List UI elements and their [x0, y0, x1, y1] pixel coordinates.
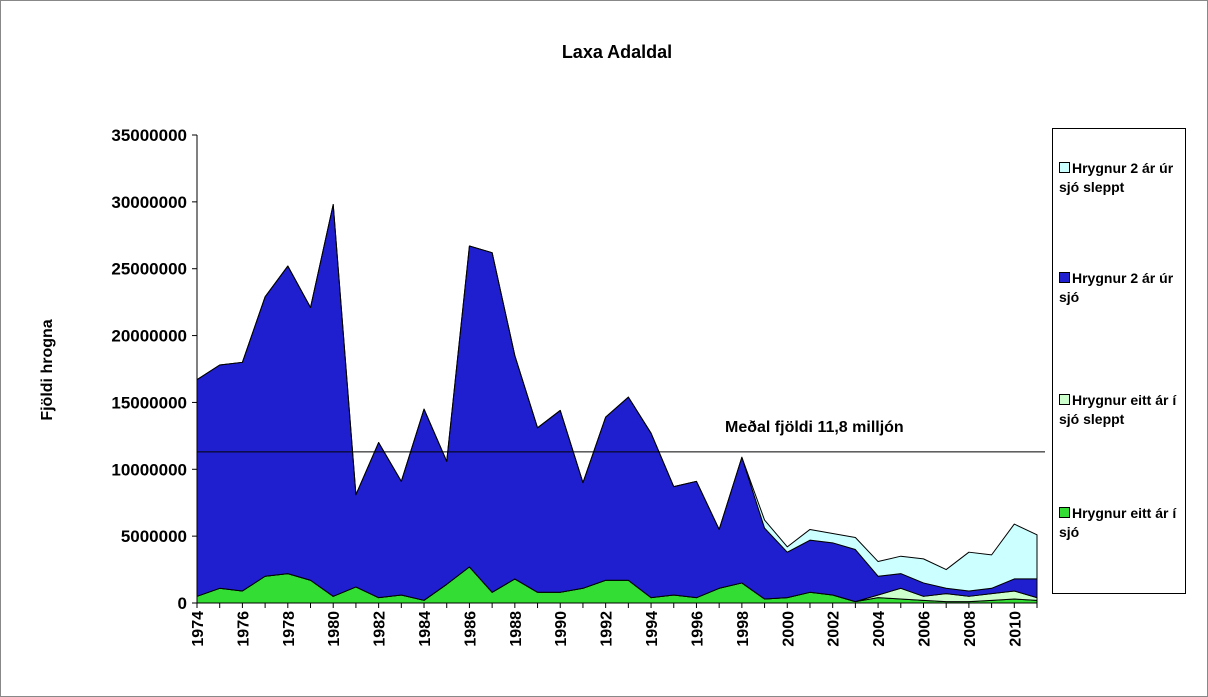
x-tick-label: 2006 [916, 611, 933, 647]
legend-label: Hrygnur eitt ár í sjó sleppt [1059, 392, 1177, 427]
y-tick-label: 0 [178, 594, 187, 613]
legend-item: Hrygnur eitt ár í sjó [1059, 504, 1183, 542]
legend-item: Hrygnur 2 ár úr sjó sleppt [1059, 159, 1183, 197]
x-tick-label: 2008 [962, 611, 979, 647]
y-tick-label: 15000000 [111, 393, 187, 412]
legend-item: Hrygnur eitt ár í sjó sleppt [1059, 391, 1183, 429]
x-tick-label: 1980 [326, 611, 343, 647]
chart-title: Laxa Adaldal [562, 42, 672, 62]
legend-swatch [1059, 394, 1070, 405]
x-tick-label: 1984 [417, 611, 434, 647]
annotation: Meðal fjöldi 11,8 milljón [725, 419, 904, 436]
x-tick-label: 1986 [462, 611, 479, 647]
x-tick-label: 1990 [553, 611, 570, 647]
legend: Hrygnur 2 ár úr sjó sleppt Hrygnur 2 ár ú… [1052, 128, 1186, 594]
x-tick-label: 1982 [372, 611, 389, 647]
y-tick-label: 20000000 [111, 327, 187, 346]
x-tick-label: 2000 [780, 611, 797, 647]
x-tick-label: 1998 [735, 611, 752, 647]
legend-item: Hrygnur 2 ár úr sjó [1059, 269, 1183, 307]
x-tick-label: 1976 [235, 611, 252, 647]
y-tick-label: 35000000 [111, 126, 187, 145]
y-tick-label: 30000000 [111, 193, 187, 212]
y-tick-label: 25000000 [111, 260, 187, 279]
x-tick-label: 1996 [689, 611, 706, 647]
y-tick-label: 5000000 [121, 527, 187, 546]
area [196, 204, 1038, 592]
x-tick-label: 1988 [508, 611, 525, 647]
x-tick-label: 1992 [599, 611, 616, 647]
legend-swatch [1059, 272, 1070, 283]
legend-swatch [1059, 162, 1070, 173]
legend-label: Hrygnur 2 ár úr sjó [1059, 270, 1174, 305]
legend-swatch [1059, 507, 1070, 518]
x-tick-label: 1978 [281, 611, 298, 647]
x-tick-label: 2010 [1007, 611, 1024, 647]
legend-label: Hrygnur 2 ár úr sjó sleppt [1059, 160, 1174, 195]
x-tick-label: 2004 [871, 611, 888, 647]
y-axis-label: Fjöldi hrogna [39, 319, 56, 420]
y-tick-label: 10000000 [111, 460, 187, 479]
x-tick-label: 2002 [826, 611, 843, 647]
legend-label: Hrygnur eitt ár í sjó [1059, 505, 1177, 540]
x-tick-label: 1974 [190, 611, 207, 647]
x-tick-label: 1994 [644, 611, 661, 647]
